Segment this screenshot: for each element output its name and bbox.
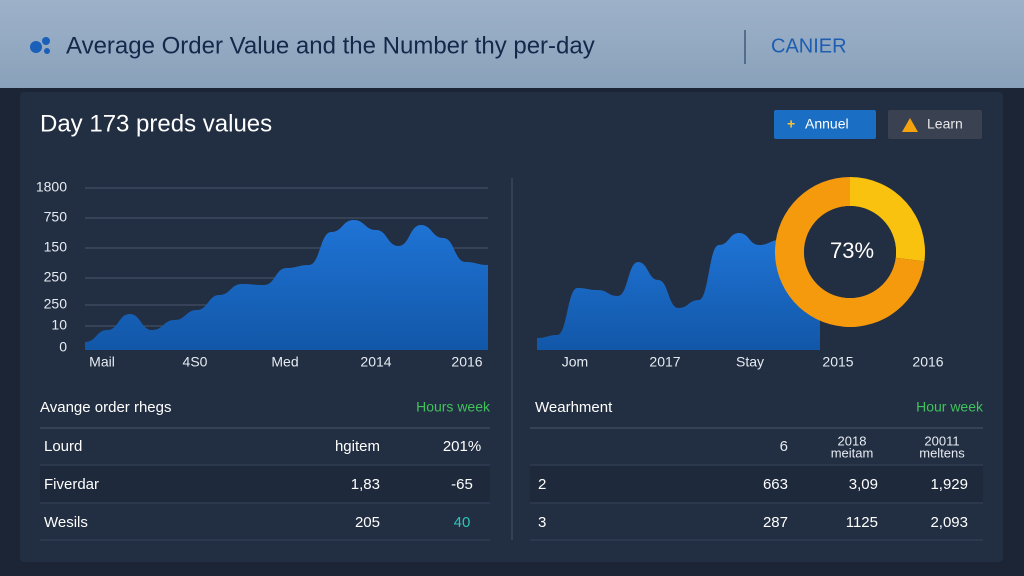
table-cell: 1125 bbox=[846, 514, 878, 531]
table-header: 6 bbox=[780, 438, 788, 455]
table-cell: 40 bbox=[454, 514, 471, 531]
y-tick-label: 10 bbox=[51, 317, 67, 333]
x-tick-label: 2015 bbox=[822, 354, 853, 370]
table-cell: 1,929 bbox=[930, 476, 968, 493]
table-cell: 2,093 bbox=[930, 514, 968, 531]
table-header: 2018 bbox=[838, 433, 867, 448]
y-tick-label: 250 bbox=[44, 296, 68, 312]
donut-segment bbox=[775, 177, 925, 327]
table-note: Hour week bbox=[916, 399, 984, 415]
table-cell: 2 bbox=[538, 476, 546, 493]
area bbox=[537, 233, 820, 350]
y-tick-label: 150 bbox=[44, 239, 68, 255]
table-header: meltens bbox=[919, 445, 965, 460]
y-tick-label: 0 bbox=[59, 339, 67, 355]
table-cell: Fiverdar bbox=[44, 476, 99, 493]
table-row-band bbox=[40, 465, 490, 503]
button[interactable]: + Annuel bbox=[774, 110, 876, 139]
table-cell: 205 bbox=[355, 514, 380, 531]
table-cell: hgitem bbox=[335, 438, 380, 455]
donut-segment bbox=[850, 177, 925, 262]
table-title: Avange order rhegs bbox=[40, 399, 171, 416]
area bbox=[85, 220, 488, 350]
x-tick-label: Stay bbox=[736, 354, 764, 370]
x-tick-label: 2016 bbox=[912, 354, 943, 370]
table-cell: 201% bbox=[443, 438, 481, 455]
x-tick-label: 2017 bbox=[649, 354, 680, 370]
table-cell: 1,83 bbox=[351, 476, 380, 493]
table-header: 20011 bbox=[924, 433, 959, 448]
table-note: Hours week bbox=[416, 399, 491, 415]
x-tick-label: Jom bbox=[562, 354, 588, 370]
x-tick-label: Med bbox=[271, 354, 298, 370]
donut-hole bbox=[804, 206, 896, 298]
x-tick-label: 4S0 bbox=[183, 354, 208, 370]
table-title: Wearhment bbox=[535, 399, 613, 416]
table-cell: Wesils bbox=[44, 514, 88, 531]
x-tick-label: 2014 bbox=[360, 354, 391, 370]
x-tick-label: 2016 bbox=[451, 354, 482, 370]
table-cell: 3 bbox=[538, 514, 546, 531]
x-tick-label: Mail bbox=[89, 354, 115, 370]
table-cell: 287 bbox=[763, 514, 788, 531]
brand: CANIER bbox=[771, 35, 847, 57]
table-cell: -65 bbox=[451, 476, 473, 493]
button[interactable]: Learn bbox=[888, 110, 982, 139]
table-cell: 663 bbox=[763, 476, 788, 493]
y-tick-label: 1800 bbox=[36, 179, 67, 195]
table-cell: 3,09 bbox=[849, 476, 878, 493]
donut-label: 73% bbox=[830, 238, 874, 263]
table-header: meitam bbox=[831, 445, 874, 460]
table-row-band bbox=[530, 465, 983, 503]
logo bbox=[30, 37, 50, 54]
header-title: Average Order Value and the Number thy p… bbox=[66, 32, 595, 59]
y-tick-label: 750 bbox=[44, 209, 68, 225]
button-label[interactable]: Annuel bbox=[805, 116, 849, 132]
header-bar bbox=[0, 0, 1024, 88]
y-tick-label: 250 bbox=[44, 269, 68, 285]
button-label[interactable]: Learn bbox=[927, 116, 963, 132]
panel-title: Day 173 preds values bbox=[40, 110, 272, 137]
svg-text:+: + bbox=[787, 116, 795, 132]
table-cell: Lourd bbox=[44, 438, 82, 455]
